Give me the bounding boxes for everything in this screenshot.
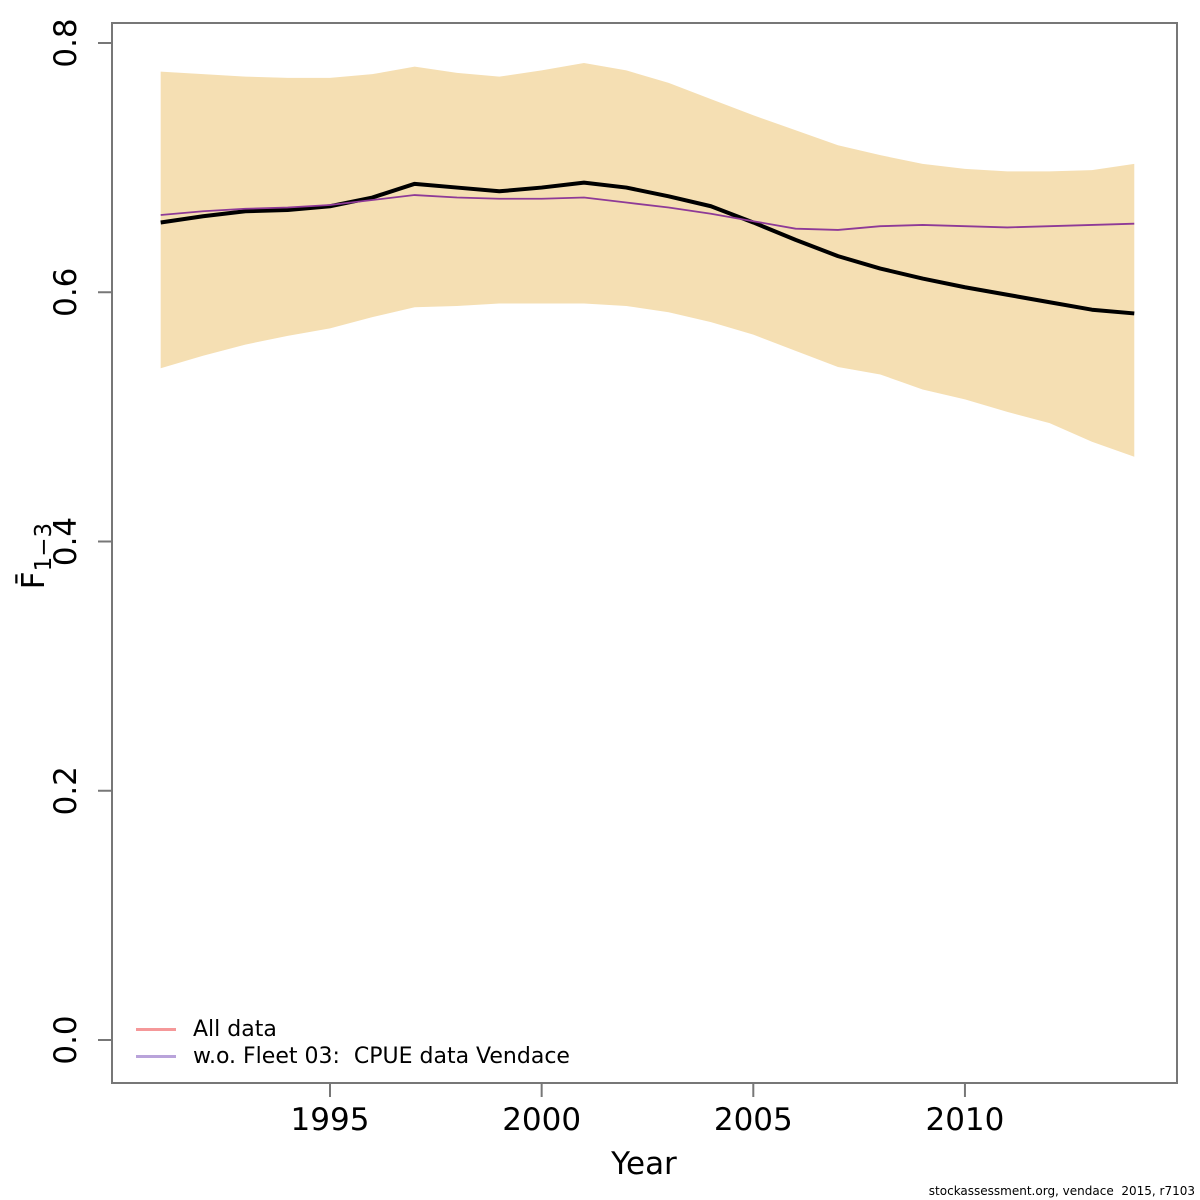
legend: All data w.o. Fleet 03: CPUE data Vendac…: [136, 1016, 570, 1070]
y-axis-tick-label: 0.0: [48, 1015, 84, 1064]
x-axis-title: Year: [611, 1146, 677, 1182]
series-line-wo-fleet03: [160, 194, 1135, 231]
y-axis-tick-label: 0.4: [48, 517, 84, 566]
series-line-all-data: [160, 180, 1135, 316]
y-axis-title-subscript: 1−3: [31, 522, 57, 572]
y-axis-title-main: F̄: [16, 571, 52, 590]
legend-label-wo-fleet03: w.o. Fleet 03: CPUE data Vendace: [193, 1044, 570, 1069]
y-axis-tick-label: 0.8: [48, 18, 84, 67]
legend-label-all-data: All data: [193, 1017, 277, 1042]
x-axis-tick-label: 2000: [502, 1102, 581, 1138]
watermark-text: stockassessment.org, vendace 2015, r7103: [928, 1184, 1195, 1198]
legend-line-swatch-wo-fleet03: [136, 1055, 176, 1058]
legend-item-wo-fleet03: w.o. Fleet 03: CPUE data Vendace: [136, 1043, 570, 1070]
x-axis-tick-label: 2010: [925, 1102, 1004, 1138]
y-axis-title: F̄1−3: [16, 476, 57, 636]
x-axis-tick-label: 2005: [714, 1102, 793, 1138]
x-axis-tick-label: 1995: [291, 1102, 370, 1138]
legend-item-all-data: All data: [136, 1016, 570, 1043]
y-axis-tick-label: 0.6: [48, 268, 84, 317]
confidence-band: [160, 62, 1135, 457]
plot-border: [111, 22, 1178, 1084]
y-axis-tick-label: 0.2: [48, 766, 84, 815]
legend-line-swatch-all-data: [136, 1028, 176, 1031]
